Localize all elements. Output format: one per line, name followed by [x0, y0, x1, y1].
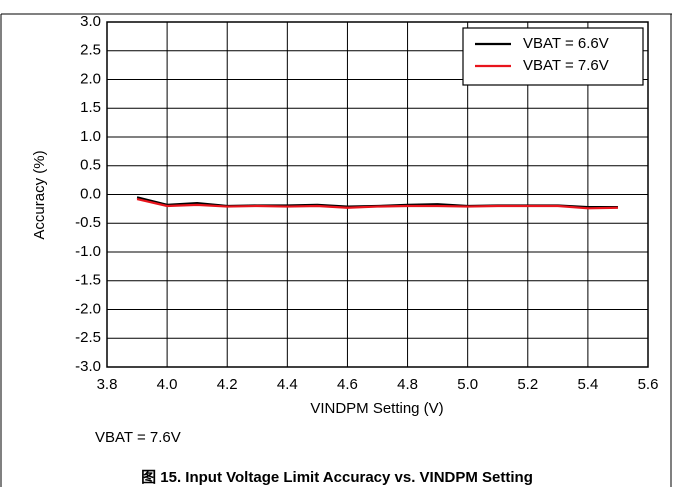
y-tick-label: 3.0 — [80, 13, 101, 30]
y-tick-label: 1.5 — [80, 99, 101, 116]
series-line — [136, 198, 618, 210]
note: VBAT = 7.6V — [95, 429, 181, 446]
y-tick-label: 2.0 — [80, 70, 101, 87]
y-tick-label: -1.0 — [75, 243, 101, 260]
y-tick-label: -1.5 — [75, 272, 101, 289]
y-tick-label: 0.5 — [80, 157, 101, 174]
x-tick-label: 4.6 — [337, 376, 358, 393]
x-tick-label: 4.8 — [397, 376, 418, 393]
x-tick-label: 5.0 — [457, 376, 478, 393]
legend-label: VBAT = 7.6V — [523, 57, 609, 74]
y-tick-label: 2.5 — [80, 42, 101, 59]
y-tick-label: -0.5 — [75, 214, 101, 231]
x-tick-label: 5.2 — [517, 376, 538, 393]
x-tick-label: 5.6 — [638, 376, 659, 393]
legend-box — [462, 27, 644, 86]
plot-border — [106, 21, 649, 368]
legend-label: VBAT = 6.6V — [523, 35, 609, 52]
x-tick-label: 4.4 — [277, 376, 298, 393]
x-tick-label: 3.8 — [97, 376, 118, 393]
y-axis-label: Accuracy (%) — [31, 150, 48, 239]
x-tick-label: 4.2 — [217, 376, 238, 393]
x-axis-label: VINDPM Setting (V) — [310, 400, 443, 417]
x-tick-label: 4.0 — [157, 376, 178, 393]
caption: 图 15. Input Voltage Limit Accuracy vs. V… — [141, 469, 533, 486]
y-tick-label: 1.0 — [80, 128, 101, 145]
y-tick-label: -3.0 — [75, 358, 101, 375]
y-tick-label: -2.0 — [75, 300, 101, 317]
x-tick-label: 5.4 — [577, 376, 598, 393]
y-tick-label: -2.5 — [75, 329, 101, 346]
y-tick-label: 0.0 — [80, 185, 101, 202]
